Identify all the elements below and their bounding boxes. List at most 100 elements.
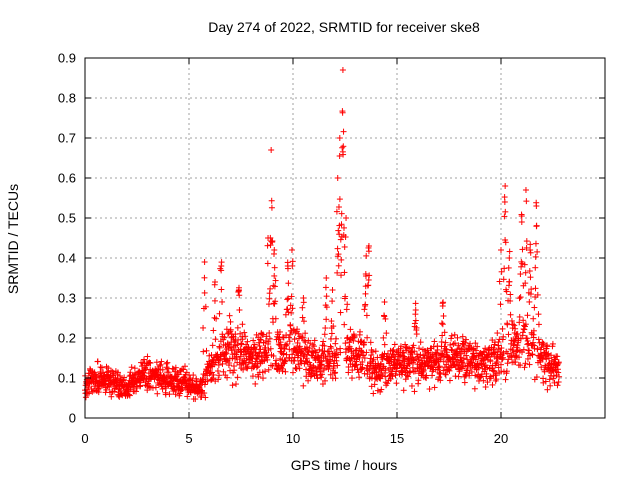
data-point — [473, 347, 480, 354]
data-point — [379, 356, 386, 363]
data-point — [237, 353, 244, 360]
data-point — [396, 353, 403, 360]
data-point — [400, 387, 407, 394]
y-tick-label: 0.1 — [58, 371, 76, 386]
data-point — [341, 269, 348, 276]
data-point — [431, 338, 438, 345]
data-point — [321, 331, 328, 338]
data-point — [103, 378, 110, 385]
data-point — [323, 316, 330, 323]
data-point — [284, 341, 291, 348]
data-point — [268, 204, 275, 211]
data-point — [285, 295, 292, 302]
data-point — [411, 388, 418, 395]
data-point — [157, 361, 164, 368]
data-point — [229, 382, 236, 389]
data-point — [289, 351, 296, 358]
data-point — [215, 356, 222, 363]
data-point — [372, 348, 379, 355]
data-point — [459, 359, 466, 366]
data-point — [502, 239, 509, 246]
data-point — [497, 301, 504, 308]
data-point — [468, 359, 475, 366]
data-point — [343, 306, 350, 313]
data-point — [466, 370, 473, 377]
data-point — [219, 298, 226, 305]
data-point — [344, 301, 351, 308]
plot-frame — [84, 57, 606, 419]
data-point — [264, 260, 271, 267]
data-point — [366, 272, 373, 279]
y-tick-label: 0.3 — [58, 291, 76, 306]
x-tick-label: 15 — [390, 431, 404, 446]
data-point — [285, 334, 292, 341]
data-point — [342, 233, 349, 240]
data-point — [321, 365, 328, 372]
data-point — [231, 367, 238, 374]
data-point — [385, 357, 392, 364]
data-point — [131, 365, 138, 372]
data-point — [318, 361, 325, 368]
data-point — [283, 351, 290, 358]
data-point — [504, 321, 511, 328]
data-point — [439, 332, 446, 339]
data-point — [523, 244, 530, 251]
data-point — [241, 329, 248, 336]
data-point — [358, 348, 365, 355]
data-point — [526, 298, 533, 305]
data-point — [389, 373, 396, 380]
data-point — [272, 277, 279, 284]
data-point — [542, 378, 549, 385]
data-point — [257, 346, 264, 353]
data-point — [411, 320, 418, 327]
y-tick-label: 0.6 — [58, 171, 76, 186]
data-point — [340, 128, 347, 135]
data-point — [341, 224, 348, 231]
data-point — [544, 386, 551, 393]
data-point — [330, 363, 337, 370]
y-tick-label: 0.2 — [58, 331, 76, 346]
data-point — [514, 330, 521, 337]
data-point — [461, 379, 468, 386]
data-point — [382, 373, 389, 380]
data-point — [512, 325, 519, 332]
data-point — [360, 352, 367, 359]
data-point — [483, 370, 490, 377]
data-point — [190, 372, 197, 379]
data-point — [293, 365, 300, 372]
x-tick-label: 20 — [494, 431, 508, 446]
data-point — [268, 147, 275, 153]
data-point — [394, 356, 401, 363]
data-point — [298, 357, 305, 364]
data-point — [438, 320, 445, 327]
data-point — [526, 347, 533, 354]
data-point — [323, 275, 330, 281]
data-point — [332, 335, 339, 342]
data-point — [335, 262, 342, 269]
data-point — [365, 282, 372, 289]
data-point — [121, 374, 128, 381]
data-point — [402, 344, 409, 351]
data-point — [464, 356, 471, 363]
data-point — [264, 356, 271, 363]
data-point — [291, 336, 298, 343]
data-point — [430, 343, 437, 350]
data-point — [554, 382, 561, 389]
data-point — [202, 394, 209, 401]
data-point — [439, 303, 446, 309]
data-point — [367, 363, 374, 370]
data-point — [300, 318, 307, 325]
data-point — [498, 268, 505, 275]
data-point — [481, 363, 488, 370]
data-point — [496, 278, 503, 285]
data-point — [412, 300, 419, 307]
data-point — [301, 352, 308, 359]
data-point — [164, 359, 171, 366]
data-point — [455, 342, 462, 349]
data-point — [356, 374, 363, 381]
data-point — [244, 338, 251, 345]
data-point — [440, 367, 447, 374]
data-point — [527, 249, 534, 256]
y-tick-label: 0 — [69, 411, 76, 426]
data-point — [213, 315, 220, 322]
